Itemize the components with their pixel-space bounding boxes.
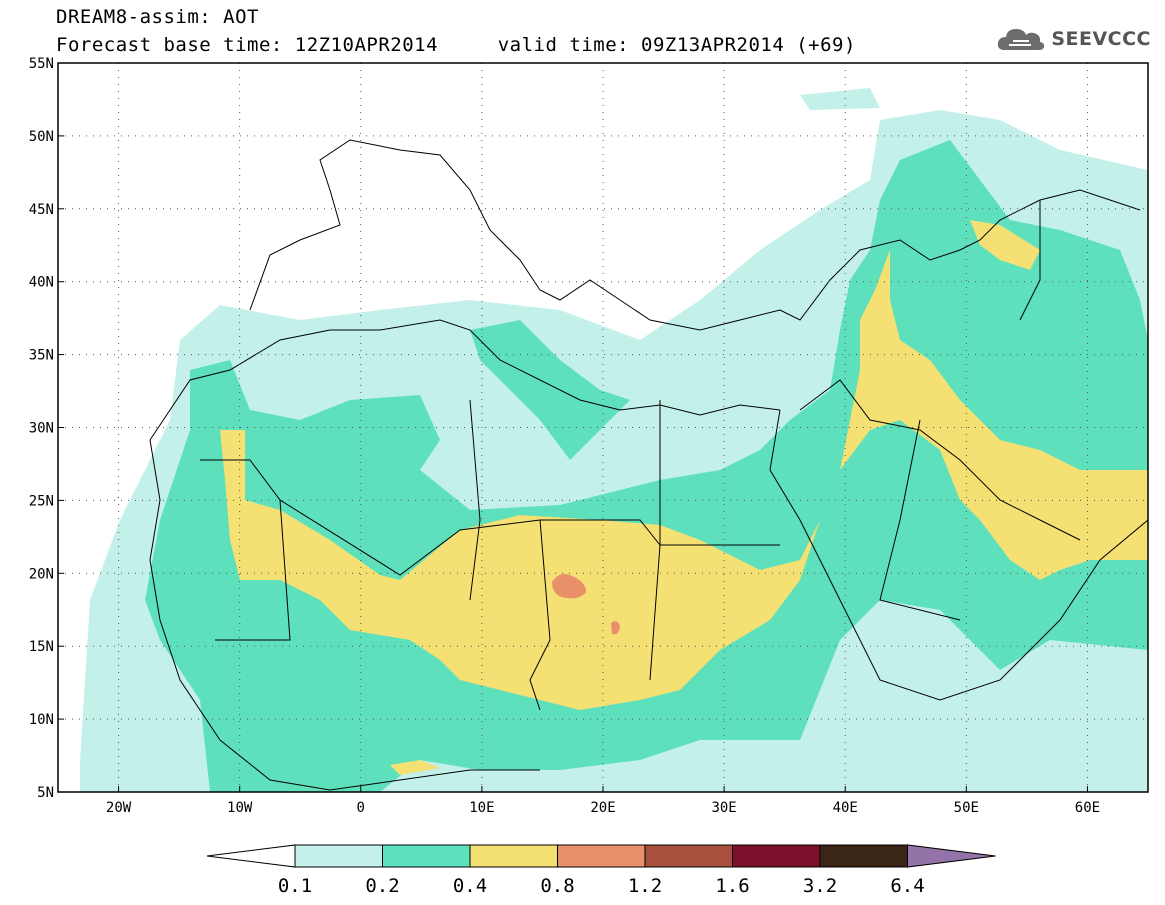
lat-tick-label: 35N [29, 348, 54, 364]
colorbar-box [732, 844, 821, 868]
colorbar: 0.1 0.2 0.4 0.8 1.2 1.6 3.2 6.4 [206, 844, 996, 897]
logo-text: SEEVCCC [1051, 28, 1151, 50]
colorbar-label: 0.4 [453, 875, 487, 897]
colorbar-label: 1.6 [715, 875, 749, 897]
aot-band-0.8b [611, 621, 620, 635]
colorbar-label: 0.2 [365, 875, 399, 897]
colorbar-box [644, 844, 733, 868]
aot-band-0.2b [470, 320, 630, 460]
colorbar-label: 0.8 [540, 875, 574, 897]
lon-tick-label: 50E [954, 800, 979, 816]
lat-tick-label: 45N [29, 202, 54, 218]
title-line-2: Forecast base time: 12Z10APR2014 valid t… [56, 34, 856, 56]
aot-band-0.1b [800, 88, 880, 110]
lat-tick-label: 50N [29, 129, 54, 145]
lon-tick-label: 10E [469, 800, 494, 816]
lat-tick-label: 55N [29, 56, 54, 72]
axis-ticks: 20W 10W 0 10E 20E 30E 40E 50E 60E 5N 10N 15N 20N 25N 3… [29, 56, 1100, 816]
lon-tick-label: 30E [711, 800, 736, 816]
lon-tick-label: 0 [357, 800, 365, 816]
lat-tick-label: 40N [29, 275, 54, 291]
lon-tick-label: 20W [106, 800, 132, 816]
colorbar-label: 0.1 [278, 875, 312, 897]
graticule [58, 63, 1148, 792]
cloud-icon [998, 29, 1045, 50]
colorbar-box [819, 844, 908, 868]
lon-tick-label: 40E [833, 800, 858, 816]
lon-tick-label: 60E [1075, 800, 1100, 816]
colorbar-box [557, 844, 646, 868]
colorbar-upper-arrow [907, 844, 996, 868]
lat-tick-label: 15N [29, 639, 54, 655]
aot-band-0.8 [552, 574, 586, 599]
lat-tick-label: 10N [29, 712, 54, 728]
lat-tick-label: 25N [29, 493, 54, 509]
colorbar-box [382, 844, 471, 868]
aot-band-0.4 [220, 250, 1148, 710]
colorbar-label: 1.2 [628, 875, 662, 897]
colorbar-label: 6.4 [890, 875, 924, 897]
lon-tick-label: 10W [227, 800, 253, 816]
title-line-1: DREAM8-assim: AOT [56, 6, 259, 28]
lat-tick-label: 5N [37, 785, 54, 801]
seevccc-logo: SEEVCCC [995, 24, 1151, 54]
aot-band-0.4c [390, 760, 440, 775]
colorbar-lower-arrow [206, 844, 296, 868]
colorbar-label: 3.2 [803, 875, 837, 897]
colorbar-box [469, 844, 558, 868]
colorbar-box [294, 844, 383, 868]
lat-tick-label: 20N [29, 566, 54, 582]
lat-tick-label: 30N [29, 421, 54, 437]
lon-tick-label: 20E [590, 800, 615, 816]
